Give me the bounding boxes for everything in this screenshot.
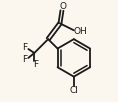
Text: OH: OH [74,27,88,36]
Text: F: F [22,55,27,64]
Text: F: F [33,60,38,69]
Text: F: F [22,43,27,52]
Text: Cl: Cl [69,86,78,95]
Text: O: O [59,2,66,11]
